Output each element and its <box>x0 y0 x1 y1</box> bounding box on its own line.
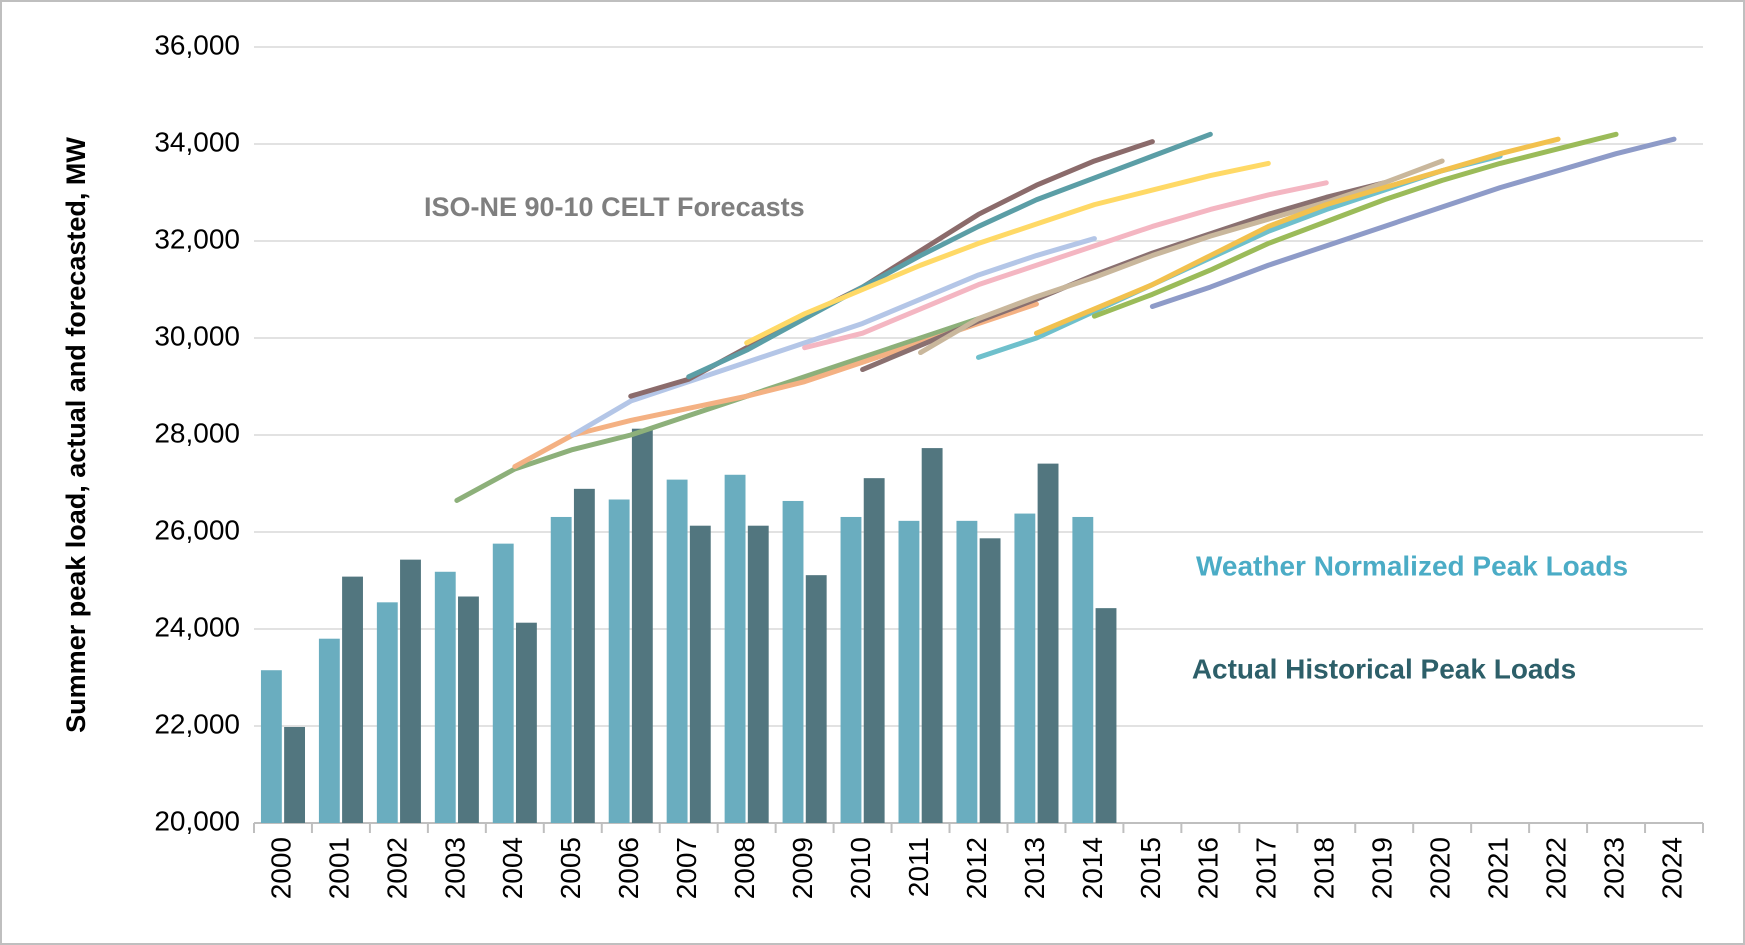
bar <box>608 499 630 823</box>
x-tick-label: 2002 <box>381 837 412 899</box>
bar <box>805 575 827 823</box>
x-tick-label: 2023 <box>1598 837 1629 899</box>
x-tick-label: 2015 <box>1135 837 1166 899</box>
bar <box>573 488 595 823</box>
y-tick-label: 20,000 <box>154 805 240 836</box>
x-tick-label: 2013 <box>1019 837 1050 899</box>
bar <box>434 571 456 823</box>
bar <box>1037 463 1059 823</box>
forecast-line <box>1033 136 1561 336</box>
x-tick-label: 2007 <box>671 837 702 899</box>
bar <box>921 448 943 823</box>
bar <box>979 538 1001 823</box>
forecast-line <box>918 158 1445 356</box>
x-tick-label: 2024 <box>1656 837 1687 899</box>
bar <box>747 525 769 823</box>
bar <box>458 596 479 823</box>
bar <box>400 559 421 823</box>
bar <box>318 638 340 823</box>
bar <box>1072 516 1094 823</box>
x-tick-label: 2020 <box>1425 837 1456 899</box>
bar <box>515 622 537 823</box>
x-tick-label: 2001 <box>323 837 354 899</box>
forecast-line <box>454 316 981 503</box>
bar <box>550 516 572 823</box>
x-tick-label: 2010 <box>845 837 876 899</box>
bar <box>492 543 514 823</box>
y-tick-label: 22,000 <box>154 708 240 739</box>
x-tick-label: 2021 <box>1483 837 1514 899</box>
bar <box>956 520 978 823</box>
x-tick-label: 2011 <box>903 837 934 897</box>
x-tick-label: 2022 <box>1540 837 1571 899</box>
legend-label: Weather Normalized Peak Loads <box>1196 550 1628 581</box>
x-tick-label: 2000 <box>265 837 296 899</box>
annotation: ISO-NE 90-10 CELT Forecasts <box>424 192 805 222</box>
x-tick-label: 2004 <box>497 837 528 899</box>
bar <box>376 602 398 823</box>
bar <box>631 428 653 823</box>
y-tick-label: 32,000 <box>154 223 240 254</box>
y-tick-label: 34,000 <box>154 126 240 157</box>
legend-label: Actual Historical Peak Loads <box>1192 653 1576 684</box>
bar <box>863 478 885 823</box>
bar <box>666 479 688 823</box>
bar <box>342 576 363 823</box>
y-tick-label: 36,000 <box>154 29 240 60</box>
bar <box>724 474 746 823</box>
y-tick-label: 30,000 <box>154 320 240 351</box>
y-axis-label: Summer peak load, actual and forecasted,… <box>61 137 91 733</box>
bar <box>284 726 306 823</box>
forecast-line <box>802 180 1329 351</box>
x-tick-label: 2012 <box>961 837 992 899</box>
forecast-line <box>686 131 1213 380</box>
x-tick-label: 2014 <box>1077 837 1108 899</box>
y-tick-label: 28,000 <box>154 417 240 448</box>
bar <box>782 500 804 823</box>
x-tick-label: 2019 <box>1367 837 1398 899</box>
x-tick-label: 2018 <box>1309 837 1340 899</box>
forecast-line <box>570 236 1097 438</box>
bar <box>840 516 862 823</box>
x-tick-label: 2003 <box>439 837 470 899</box>
x-tick-label: 2017 <box>1251 837 1282 899</box>
forecast-line <box>1149 136 1677 309</box>
bar <box>1014 513 1036 823</box>
x-tick-label: 2009 <box>787 837 818 899</box>
x-tick-label: 2008 <box>729 837 760 899</box>
bar <box>1095 608 1117 823</box>
bar <box>898 520 920 823</box>
x-tick-label: 2005 <box>555 837 586 899</box>
forecast-line <box>744 160 1271 346</box>
y-tick-label: 24,000 <box>154 611 240 642</box>
bar <box>260 670 282 823</box>
x-tick-label: 2016 <box>1193 837 1224 899</box>
bar <box>689 525 711 823</box>
forecast-line <box>1091 131 1619 319</box>
x-tick-label: 2006 <box>613 837 644 899</box>
y-tick-label: 26,000 <box>154 514 240 545</box>
